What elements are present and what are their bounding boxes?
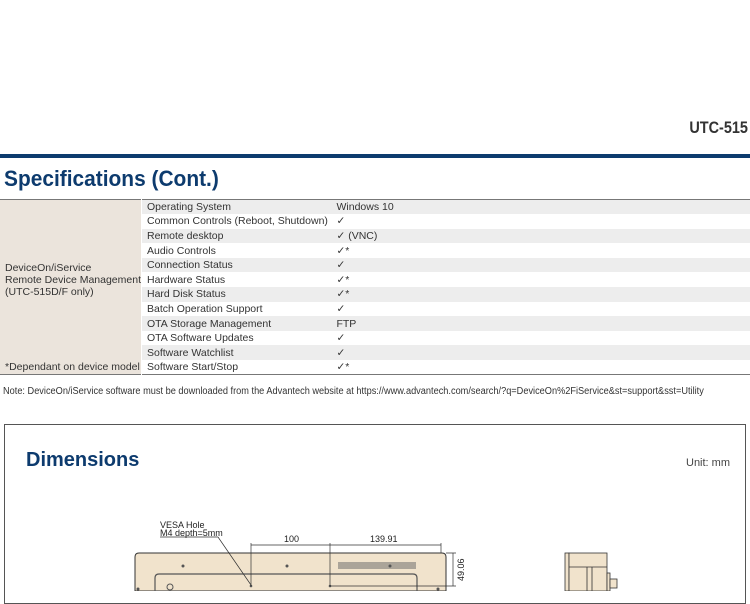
spec-row: OTA Software Updates ✓ <box>0 331 750 346</box>
spec-row: DeviceOn/iService Remote Device Managemen… <box>0 199 750 361</box>
feature-cell: Common Controls (Reboot, Shutdown) <box>146 215 328 228</box>
dimension-139-91: 139.91 <box>370 534 398 544</box>
download-note: Note: DeviceOn/iService software must be… <box>3 386 704 397</box>
dimension-drawing: VESA Hole M4 depth=5mm 100 139.91 49.06 <box>134 520 618 591</box>
feature-cell: Hard Disk Status <box>141 287 332 302</box>
value-cell: ✓ <box>331 345 750 361</box>
unit-label: Unit: mm <box>686 457 730 469</box>
dimension-lines <box>160 536 456 587</box>
spec-table: DeviceOn/iService Remote Device Managemen… <box>0 199 750 376</box>
value-cell: ✓* <box>336 273 350 286</box>
value-cell: ✓* <box>336 361 350 374</box>
value-cell: ✓* <box>336 244 350 257</box>
dimension-100: 100 <box>284 534 299 544</box>
model-title: UTC-515 <box>689 118 748 137</box>
group-label-line: (UTC-515D/F only) <box>5 286 94 299</box>
feature-cell: Software Watchlist <box>141 345 332 361</box>
feature-cell: Hardware Status <box>146 273 226 286</box>
feature-cell: Software Start/Stop <box>146 361 239 374</box>
dimensions-title: Dimensions <box>26 449 140 471</box>
feature-cell: Operating System <box>141 199 332 215</box>
value-cell: ✓ <box>336 215 346 228</box>
vent-grille <box>338 562 416 569</box>
value-cell: ✓ <box>331 257 750 273</box>
spec-row: Hard Disk Status ✓* <box>0 287 750 302</box>
value-cell: ✓ (VNC) <box>331 228 750 244</box>
spec-row: Batch Operation Support ✓ <box>0 302 750 317</box>
device-inner-frame <box>154 573 418 591</box>
value-cell: FTP <box>331 316 750 331</box>
spec-row: Common Controls (Reboot, Shutdown) ✓ <box>0 214 750 229</box>
specifications-title: Specifications (Cont.) <box>4 166 219 191</box>
group-label-line: Remote Device Management <box>5 274 141 287</box>
value-cell: Windows 10 <box>331 199 750 215</box>
device-back-outline <box>134 552 447 591</box>
header-rule <box>0 154 750 158</box>
spec-row: Hardware Status ✓* <box>0 272 750 287</box>
feature-cell: Remote desktop <box>141 228 332 244</box>
spec-row: Connection Status ✓ <box>0 257 750 273</box>
spec-row: Software Watchlist ✓ <box>0 345 750 361</box>
feature-cell: Batch Operation Support <box>146 302 263 315</box>
spec-row: Remote desktop ✓ (VNC) <box>0 228 750 244</box>
spec-row: *Dependant on device model Software Start… <box>0 360 750 375</box>
feature-cell: Connection Status <box>141 257 332 273</box>
spec-row: Audio Controls ✓* <box>0 243 750 258</box>
vesa-hole-label: VESA Hole <box>160 520 205 530</box>
footnote: *Dependant on device model <box>0 360 142 375</box>
vesa-depth-label: M4 depth=5mm <box>160 528 223 538</box>
device-side-view <box>564 552 618 591</box>
group-label: DeviceOn/iService Remote Device Managemen… <box>0 199 142 361</box>
value-cell: ✓ <box>336 332 346 345</box>
group-label-line: DeviceOn/iService <box>5 262 92 275</box>
dimension-49-06: 49.06 <box>456 558 466 581</box>
feature-cell: OTA Storage Management <box>141 316 332 331</box>
spec-row: OTA Storage Management FTP <box>0 316 750 331</box>
feature-cell: OTA Software Updates <box>146 332 254 345</box>
value-cell: ✓* <box>331 287 750 302</box>
value-cell: ✓ <box>336 302 346 315</box>
feature-cell: Audio Controls <box>146 244 216 257</box>
